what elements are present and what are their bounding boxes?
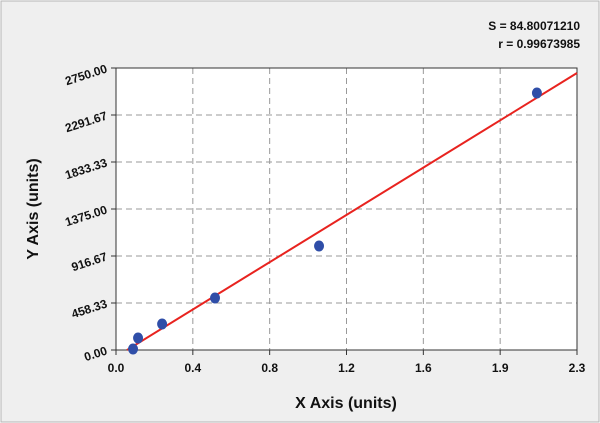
annotation: r = 0.99673985 bbox=[498, 37, 580, 51]
data-point bbox=[314, 240, 325, 252]
y-tick-label: 0.00 bbox=[82, 343, 109, 364]
x-tick-label: 0.4 bbox=[184, 361, 201, 375]
plot-frame bbox=[115, 67, 578, 351]
fit-line bbox=[126, 72, 578, 351]
data-point bbox=[128, 343, 139, 355]
x-tick-label: 0.0 bbox=[108, 361, 125, 375]
x-tick-label: 0.8 bbox=[261, 361, 278, 375]
x-tick-label: 1.9 bbox=[492, 361, 509, 375]
data-point bbox=[210, 292, 221, 304]
data-point bbox=[157, 318, 168, 330]
data-point bbox=[531, 87, 542, 99]
x-tick-label: 2.3 bbox=[569, 361, 586, 375]
y-axis-title: Y Axis (units) bbox=[25, 158, 42, 259]
x-tick-label: 1.6 bbox=[415, 361, 432, 375]
annotation: S = 84.80071210 bbox=[488, 19, 580, 33]
data-point bbox=[133, 332, 144, 344]
x-tick-label: 1.2 bbox=[338, 361, 355, 375]
x-axis-title: X Axis (units) bbox=[295, 395, 397, 412]
